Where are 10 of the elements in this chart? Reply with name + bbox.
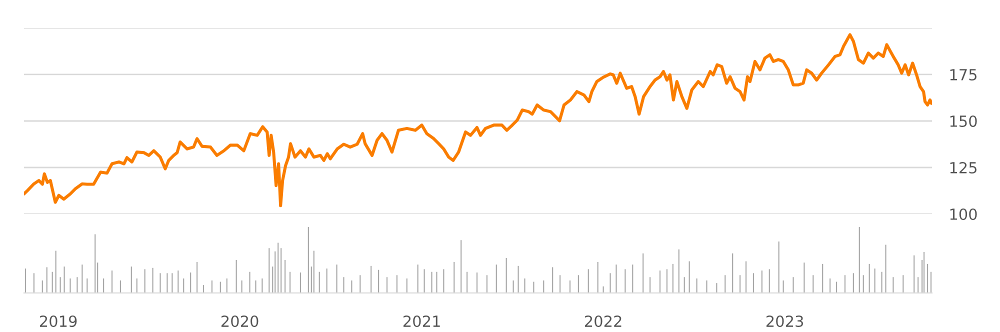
x-tick-label: 2019 — [40, 315, 77, 328]
x-tick-label: 2021 — [403, 315, 440, 328]
y-tick-label: 100 — [950, 208, 977, 220]
x-tick-label: 2023 — [766, 315, 804, 328]
line-series — [24, 33, 932, 208]
y-tick-label: 125 — [950, 162, 976, 174]
x-tick-label: 2020 — [221, 315, 258, 328]
x-tick-label: 2022 — [584, 315, 622, 328]
y-tick-label: 150 — [950, 115, 977, 128]
y-tick-label: 175 — [950, 69, 976, 81]
